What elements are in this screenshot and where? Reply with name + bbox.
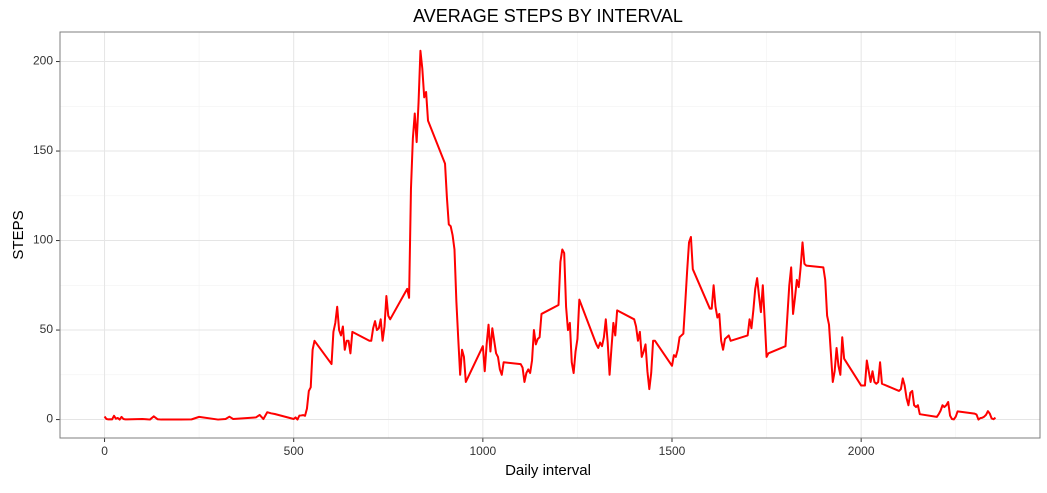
x-tick-label: 0	[101, 444, 108, 458]
data-line	[103, 49, 997, 421]
y-axis-title: STEPS	[10, 210, 27, 259]
x-tick-label: 1000	[469, 444, 496, 458]
y-tick-label: 50	[40, 322, 54, 336]
x-tick-label: 2000	[848, 444, 875, 458]
x-axis-title: Daily interval	[505, 462, 591, 479]
y-tick-label: 200	[33, 54, 53, 68]
y-tick-label: 100	[33, 233, 53, 247]
y-tick-label: 0	[46, 412, 53, 426]
x-tick-label: 500	[284, 444, 304, 458]
plot-border	[59, 31, 1041, 439]
y-tick-label: 150	[33, 143, 53, 157]
chart-title: AVERAGE STEPS BY INTERVAL	[413, 6, 683, 26]
x-tick-label: 1500	[659, 444, 686, 458]
